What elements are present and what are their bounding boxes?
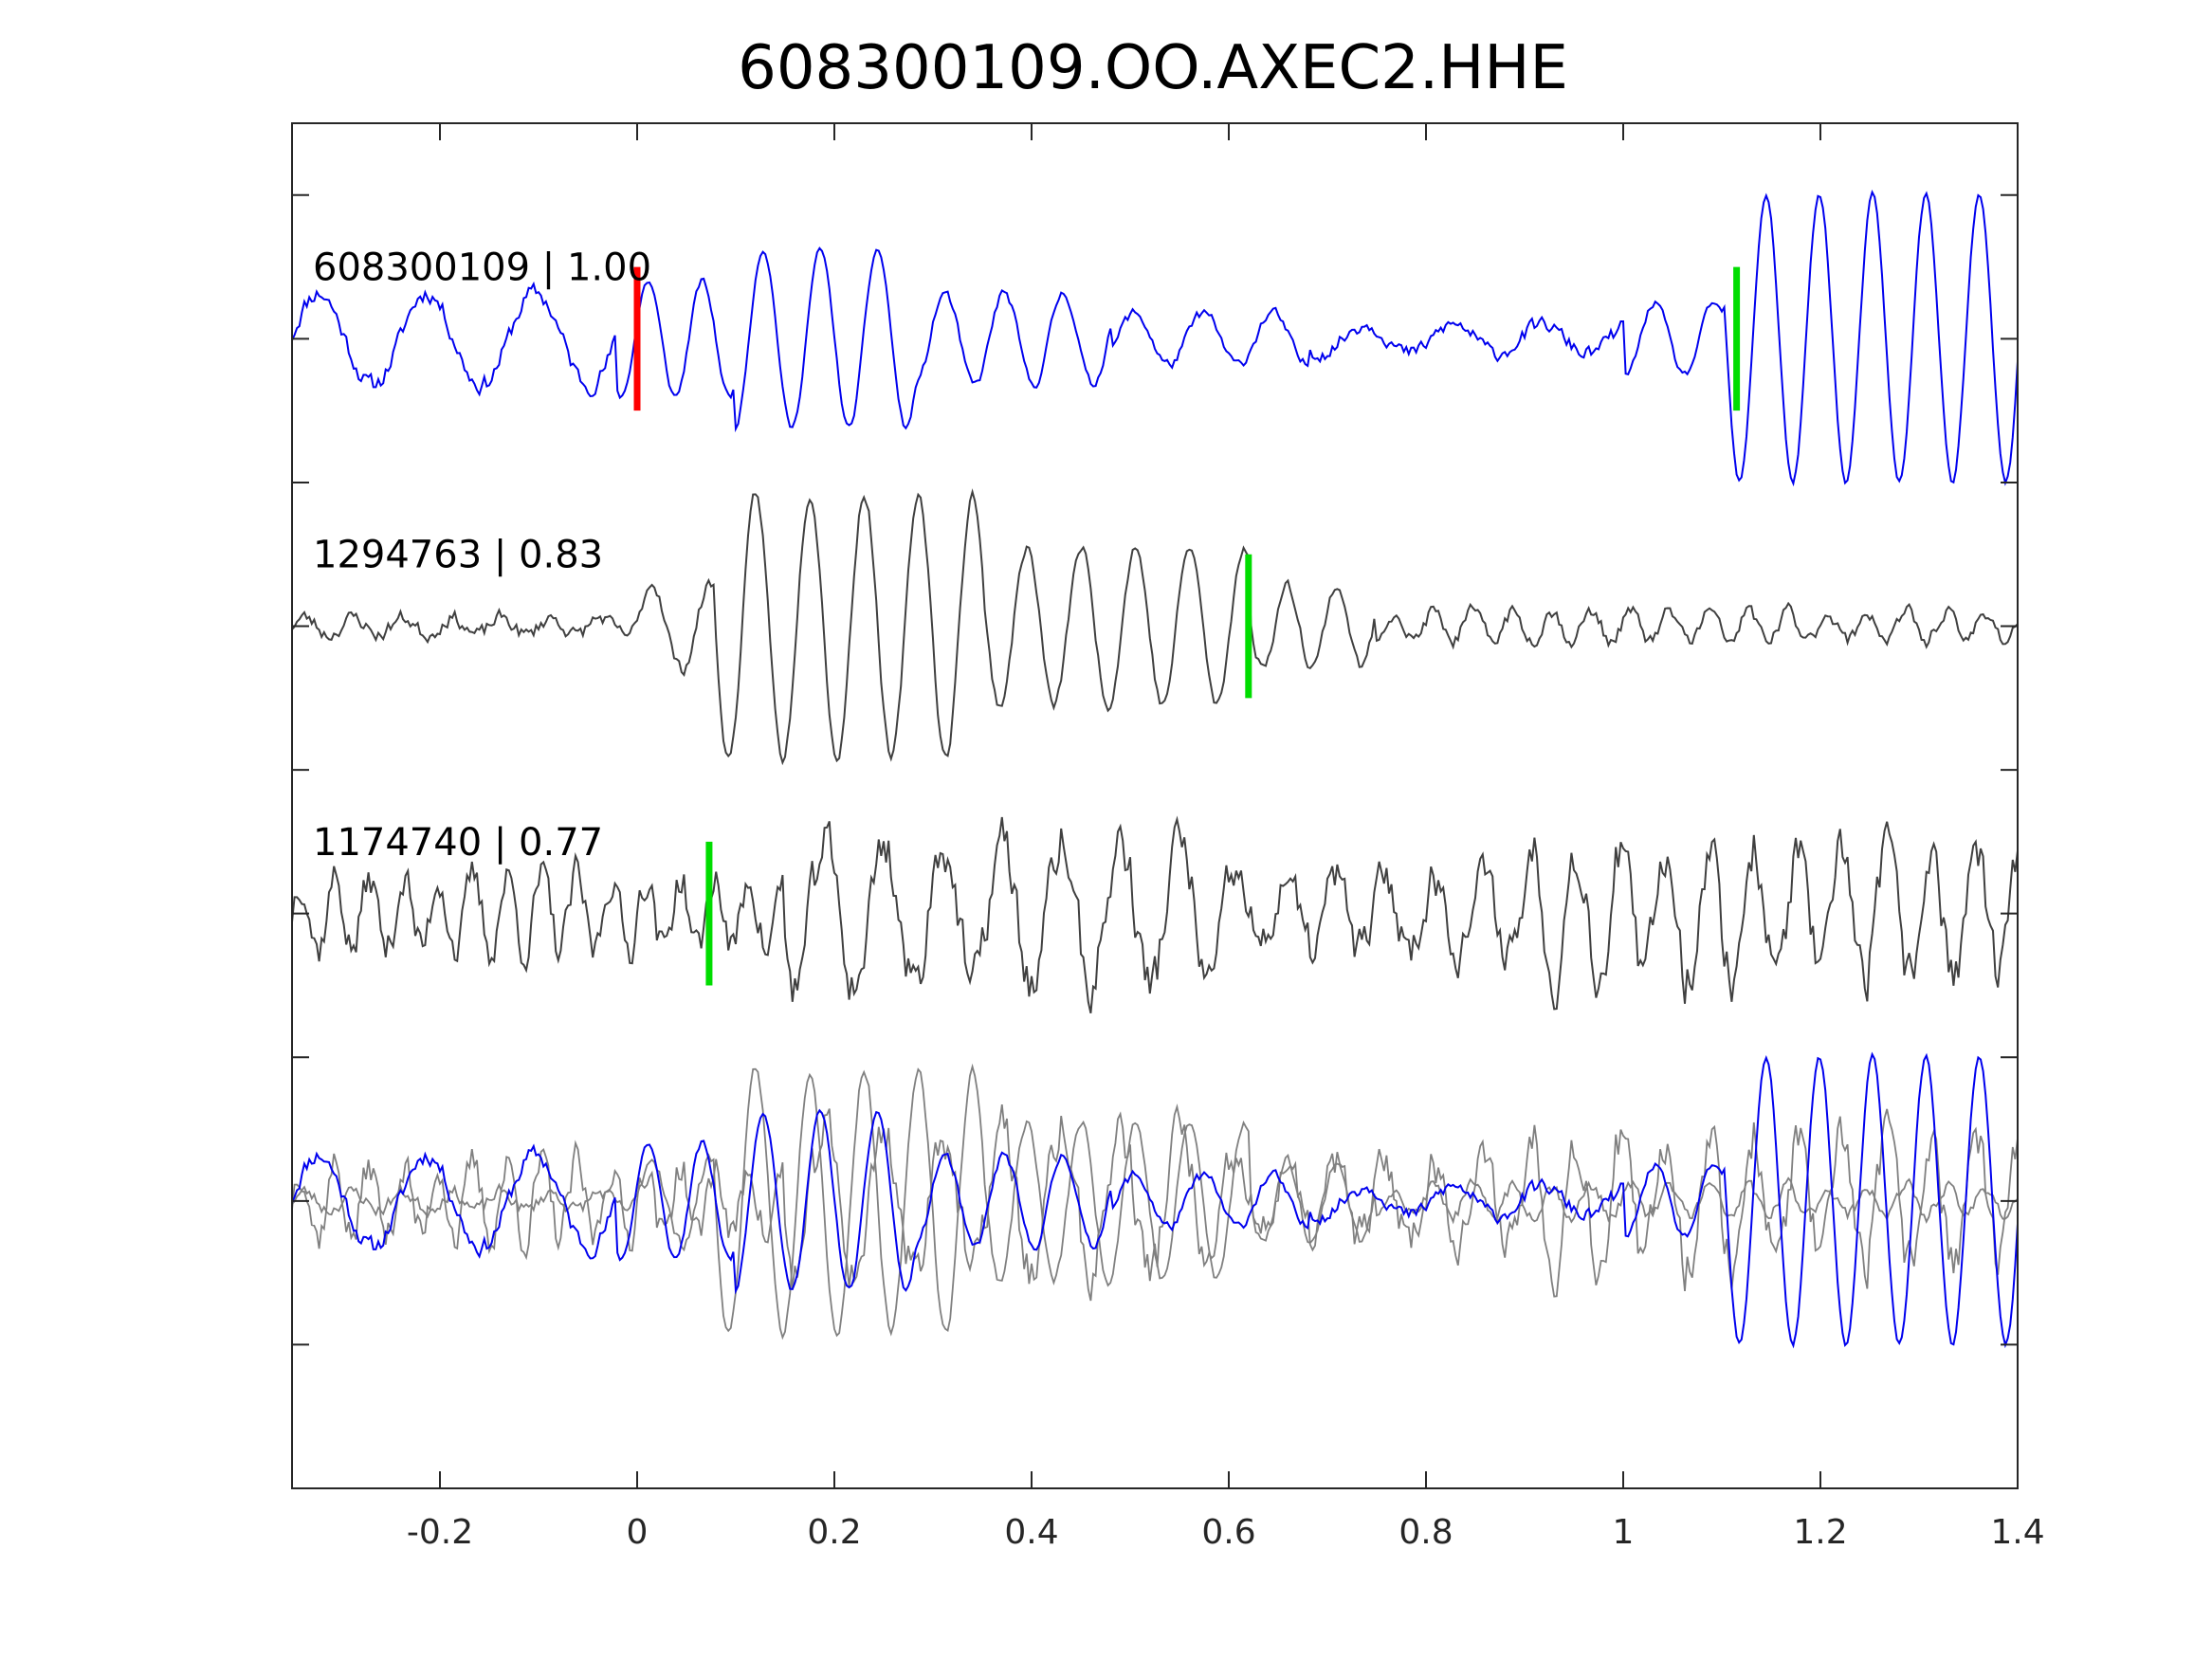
x-tick-label: 0 [627,1513,649,1552]
x-tick-label: 0.8 [1398,1513,1453,1552]
axes-box [291,122,2019,1489]
overlay-series-line [292,1051,2018,1349]
trace-label: 1294763 | 0.83 [313,534,603,577]
trace-series-line [292,488,2018,766]
x-tick-label: 1 [1613,1513,1635,1552]
axes: 608300109 | 1.00 1294763 | 0.83 1174740 | … [291,122,2045,1552]
x-tick-label: 1.2 [1793,1513,1847,1552]
trace-label: 608300109 | 1.00 [313,246,651,290]
chart-title: 608300109.OO.AXEC2.HHE [738,33,1568,103]
trace-series-line [292,189,2018,487]
x-tick-label: 1.4 [1990,1513,2044,1552]
x-tick-label: 0.2 [807,1513,861,1552]
x-tick-label: 0.6 [1201,1513,1255,1552]
plot-area [292,189,2018,1349]
x-tick-label: 0.4 [1004,1513,1058,1552]
overlay-series-line [292,1103,2018,1302]
overlay-series-line [292,1063,2018,1340]
trace-label: 1174740 | 0.77 [313,821,603,865]
trace-series-line [292,815,2018,1014]
x-tick-label: -0.2 [407,1513,473,1552]
